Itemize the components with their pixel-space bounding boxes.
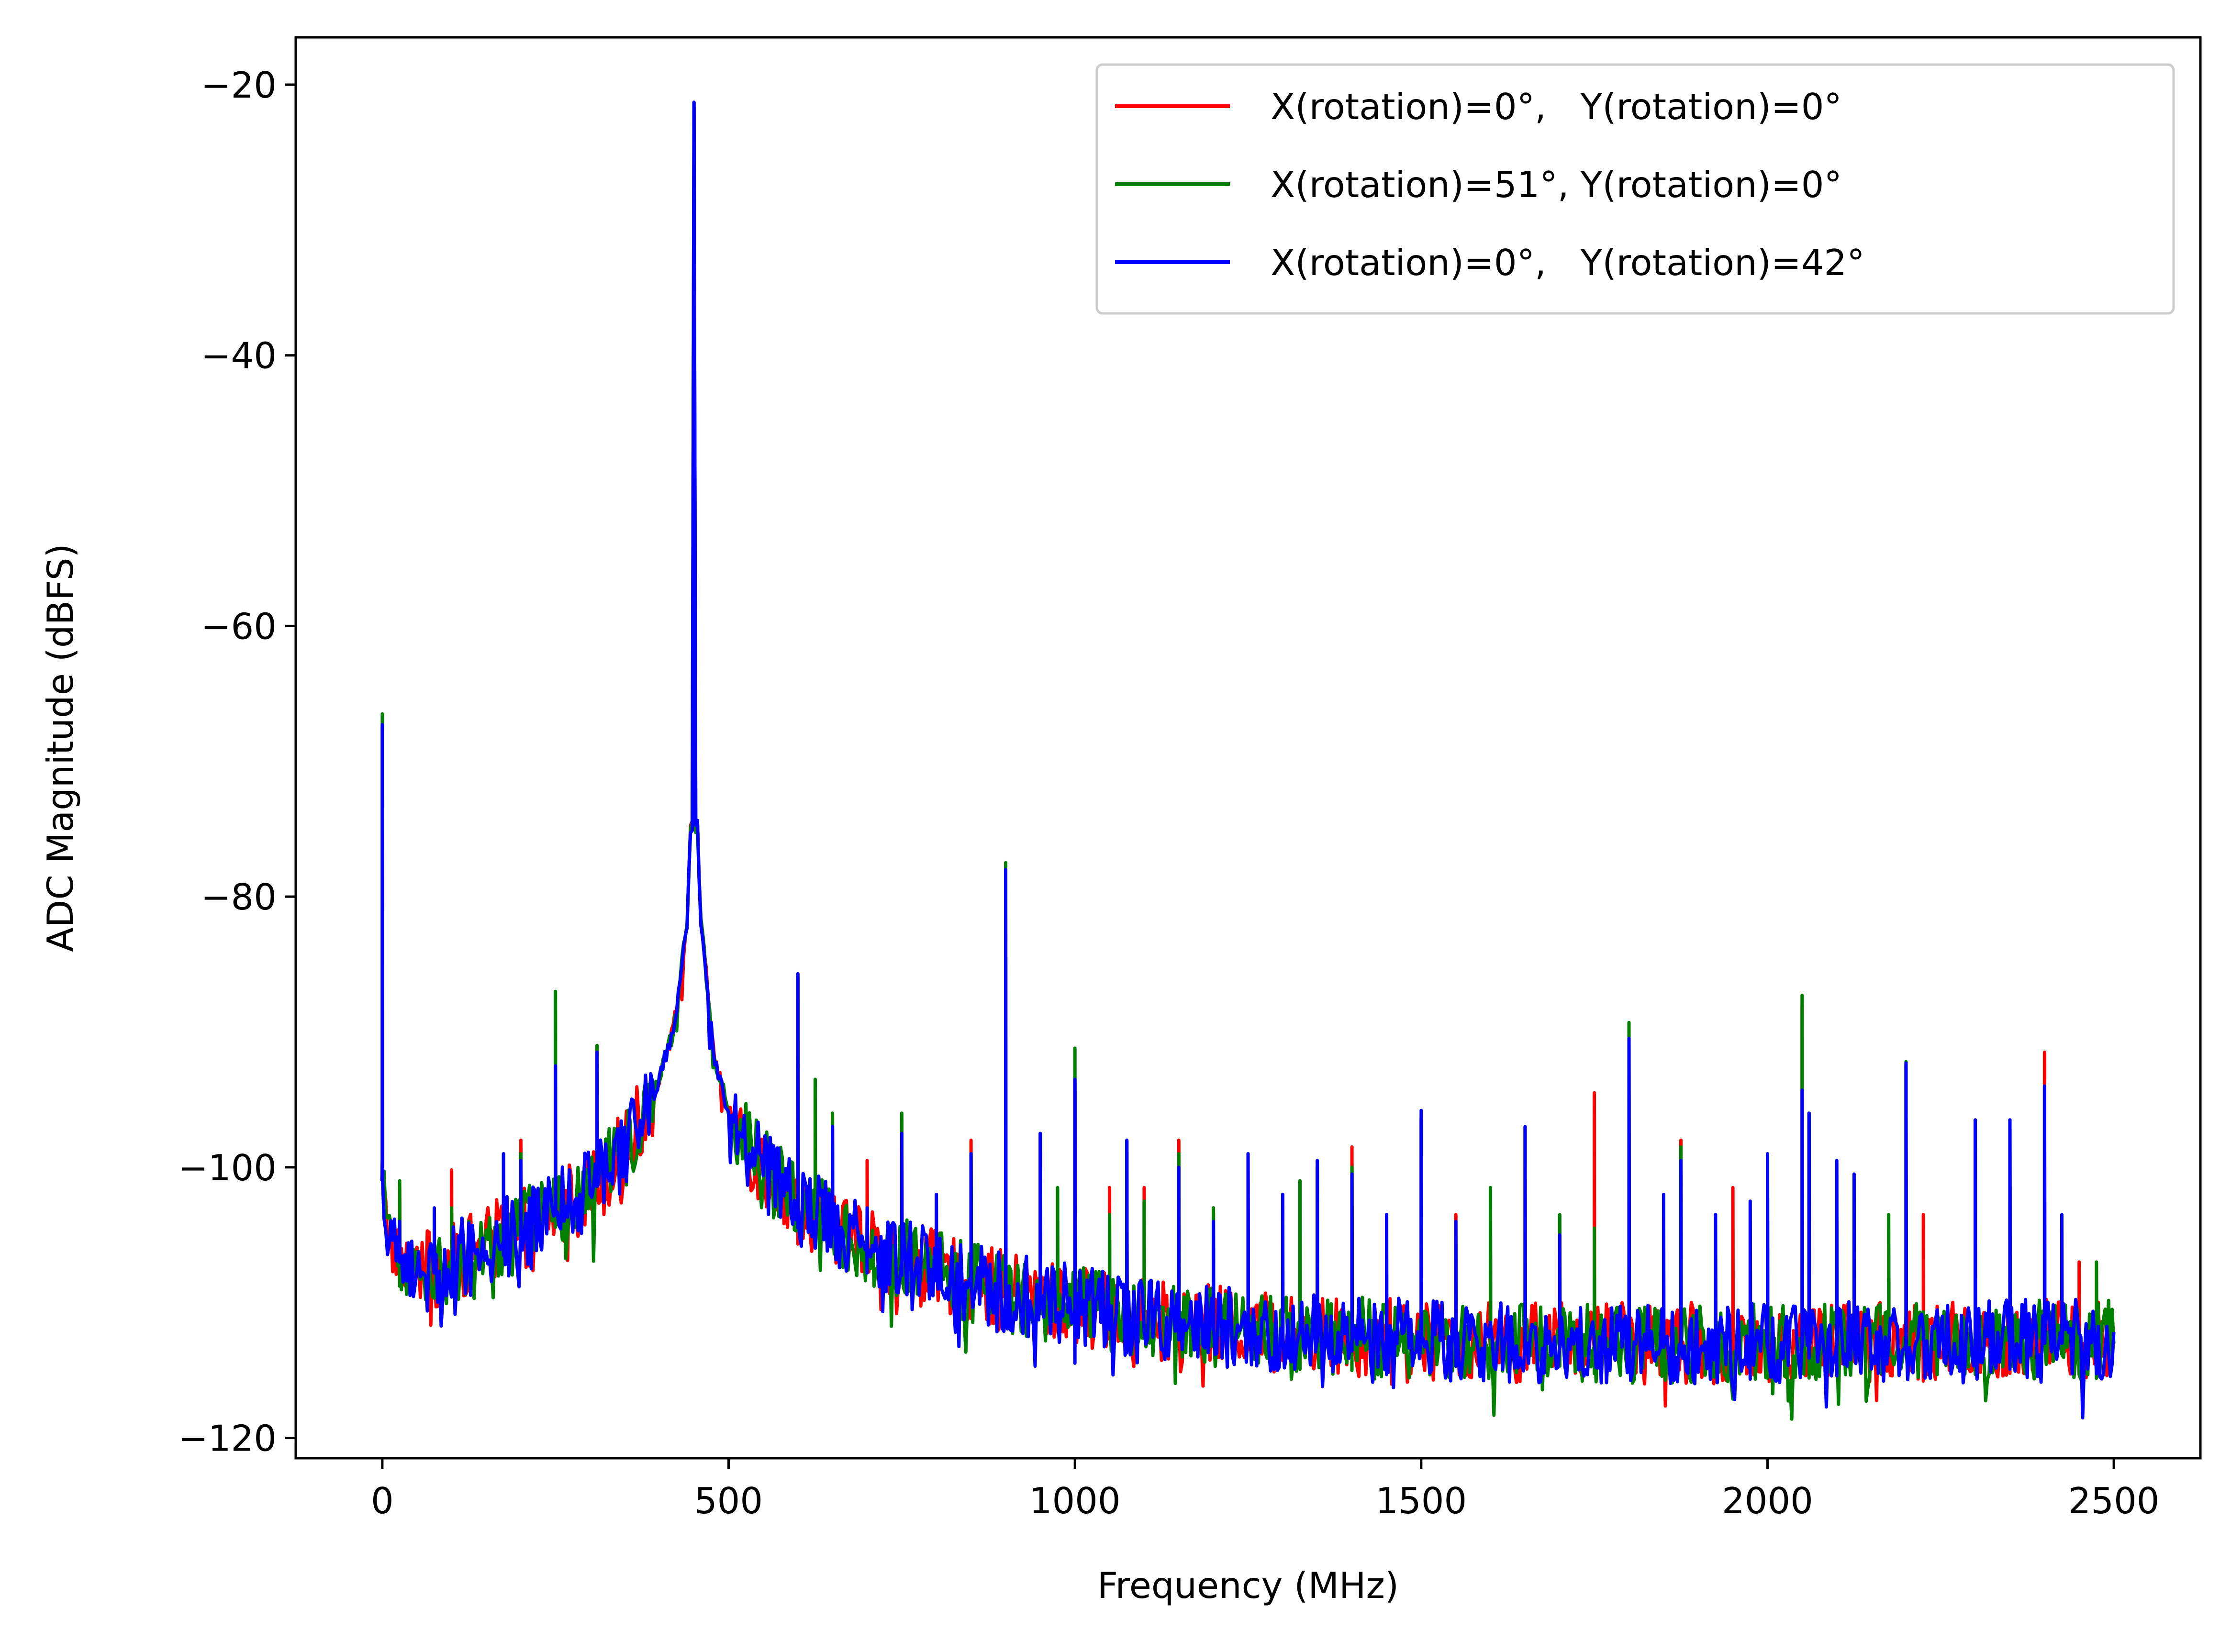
legend-label-1: X(rotation)=0°, Y(rotation)=0° (1271, 86, 1842, 128)
y-tick-label: −40 (201, 335, 277, 377)
axes-frame (294, 36, 2202, 1460)
x-tick-label: 500 (694, 1480, 763, 1522)
x-tick-label: 2500 (2068, 1480, 2160, 1522)
y-tick-label: −80 (201, 876, 277, 918)
x-tick-label: 0 (371, 1480, 394, 1522)
x-tick-label: 2000 (1722, 1480, 1813, 1522)
x-tick-label: 1000 (1029, 1480, 1121, 1522)
legend: X(rotation)=0°, Y(rotation)=0° X(rotation… (1095, 63, 2175, 315)
x-axis-label: Frequency (MHz) (1097, 1564, 1399, 1607)
plot-area (380, 100, 2116, 1421)
legend-label-3: X(rotation)=0°, Y(rotation)=42° (1271, 242, 1865, 284)
series-line-3 (380, 100, 2116, 1419)
y-tick-label: −120 (178, 1418, 277, 1460)
legend-box (1095, 63, 2175, 315)
y-tick-label: −20 (201, 64, 277, 106)
legend-label-2: X(rotation)=51°, Y(rotation)=0° (1271, 164, 1842, 206)
y-tick-label: −60 (201, 605, 277, 647)
y-axis-label: ADC Magnitude (dBFS) (39, 543, 81, 952)
x-axis: 0 500 1000 1500 2000 2500 (371, 1458, 2160, 1522)
x-tick-label: 1500 (1375, 1480, 1467, 1522)
y-tick-label: −100 (178, 1147, 277, 1189)
y-axis: −120 −100 −80 −60 −40 −20 (178, 64, 296, 1460)
